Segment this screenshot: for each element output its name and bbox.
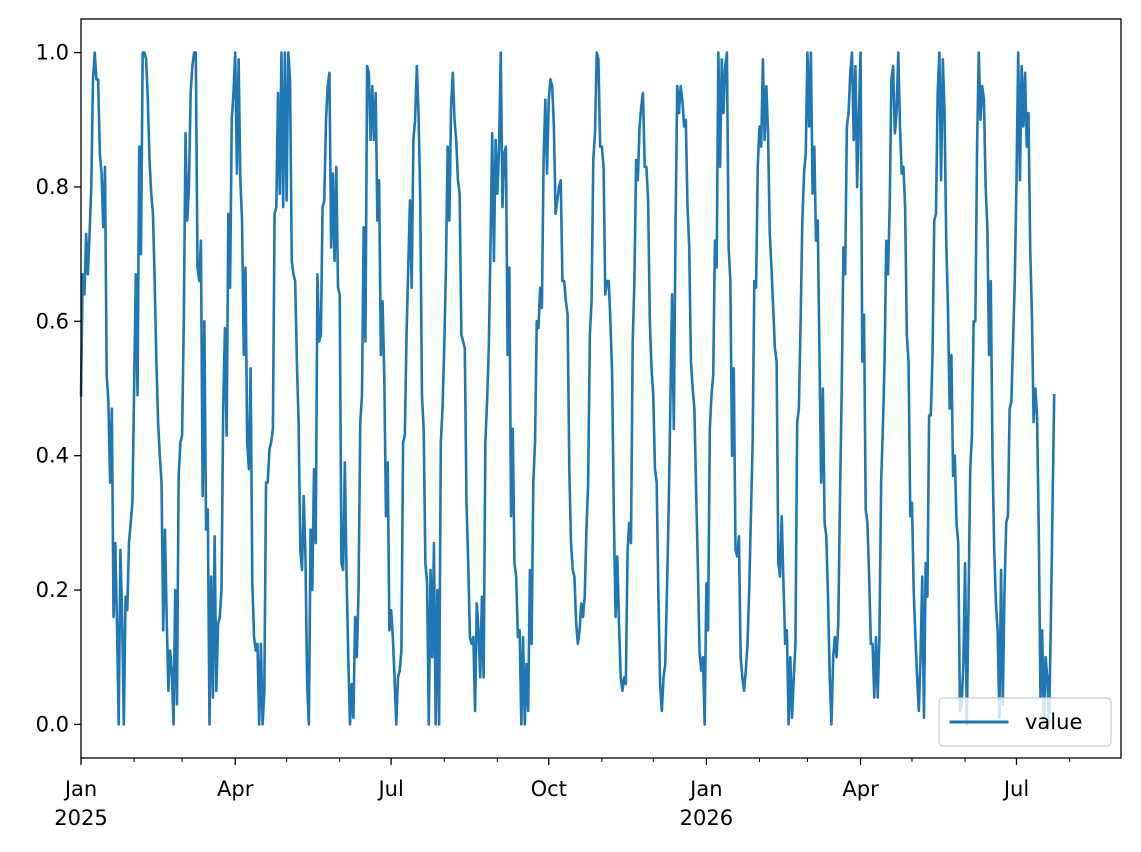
x-axis: Jan 2025 Apr Jul Oct Jan 2026 Apr Jul — [54, 758, 1071, 830]
legend-label-value: value — [1025, 710, 1082, 734]
x-tick-label: Apr — [217, 777, 254, 801]
series-line-value — [79, 51, 1056, 726]
x-tick-label: Jan — [688, 777, 722, 801]
legend-frame — [938, 697, 1112, 747]
x-tick-label: Jan — [63, 777, 97, 801]
x-tick-year-label: 2025 — [54, 806, 107, 830]
legend: value — [938, 697, 1112, 747]
y-tick-label: 0.4 — [36, 444, 69, 468]
x-tick-label: Jul — [376, 777, 403, 801]
y-tick-label: 0.2 — [36, 578, 69, 602]
x-tick-year-label: 2026 — [680, 806, 733, 830]
series-layer — [79, 51, 1056, 726]
x-tick-label: Oct — [531, 777, 567, 801]
x-tick-label: Apr — [842, 777, 879, 801]
y-tick-label: 1.0 — [36, 41, 69, 65]
axes-frame — [80, 18, 1122, 759]
y-tick-label: 0.6 — [36, 309, 69, 333]
y-axis: 0.0 0.2 0.4 0.6 0.8 1.0 — [36, 41, 81, 736]
x-tick-label: Jul — [1002, 777, 1029, 801]
y-tick-label: 0.8 — [36, 175, 69, 199]
y-tick-label: 0.0 — [36, 712, 69, 736]
